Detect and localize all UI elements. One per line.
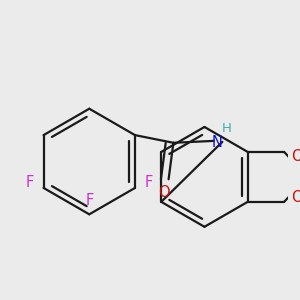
Text: O: O	[158, 185, 169, 200]
Text: O: O	[291, 149, 300, 164]
Text: F: F	[85, 194, 93, 208]
Text: O: O	[291, 190, 300, 205]
Text: H: H	[221, 122, 231, 135]
Text: F: F	[144, 175, 153, 190]
Text: F: F	[26, 175, 34, 190]
Text: N: N	[211, 135, 222, 150]
